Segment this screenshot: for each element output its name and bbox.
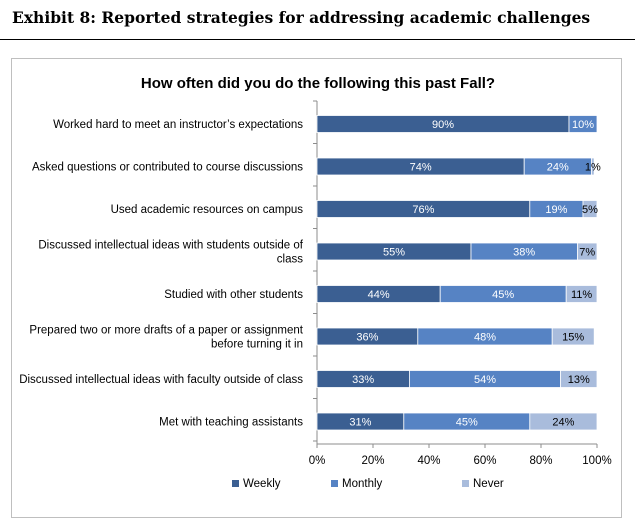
category-label-line: Asked questions or contributed to course…	[32, 162, 303, 174]
bar-segment-never	[591, 157, 595, 176]
data-label: 13%	[568, 374, 590, 386]
category-label: Used academic resources on campus	[111, 204, 304, 216]
data-label: 76%	[412, 204, 434, 216]
bar-segment-never	[560, 370, 598, 388]
data-label: 33%	[352, 374, 374, 386]
data-label: 55%	[383, 247, 405, 259]
x-tick-label: 80%	[529, 455, 552, 467]
x-tick-label: 100%	[582, 455, 611, 467]
category-label: Discussed intellectual ideas with facult…	[19, 374, 303, 386]
data-label: 74%	[410, 162, 432, 174]
bar-segment-never	[577, 242, 598, 261]
data-label: 19%	[545, 204, 567, 216]
data-label: 54%	[474, 374, 496, 386]
data-label: 36%	[356, 332, 378, 344]
category-label-line: before turning it in	[211, 339, 303, 351]
data-label: 1%	[585, 162, 601, 174]
legend-swatch-weekly	[232, 480, 239, 487]
category-label: Asked questions or contributed to course…	[32, 162, 303, 174]
exhibit-title: Exhibit 8: Reported strategies for addre…	[12, 8, 591, 27]
data-label: 24%	[547, 162, 569, 174]
chart-frame	[11, 58, 622, 518]
category-label-line: Discussed intellectual ideas with facult…	[19, 374, 303, 386]
data-label: 45%	[492, 289, 514, 301]
data-label: 11%	[571, 289, 592, 301]
data-label: 7%	[579, 247, 595, 259]
data-label: 10%	[572, 119, 594, 131]
legend-swatch-monthly	[331, 480, 338, 487]
category-label-line: Worked hard to meet an instructor’s expe…	[53, 119, 303, 131]
bar-segment-never	[582, 200, 598, 218]
chart-title: How often did you do the following this …	[141, 75, 495, 92]
category-label: Met with teaching assistants	[159, 417, 303, 429]
bar-segment-never	[565, 285, 598, 303]
data-label: 44%	[368, 289, 390, 301]
legend-label: Weekly	[243, 478, 281, 490]
category-label: Worked hard to meet an instructor’s expe…	[53, 119, 303, 131]
category-label-line: Discussed intellectual ideas with studen…	[38, 240, 303, 252]
x-tick-label: 20%	[361, 455, 384, 467]
category-label: Studied with other students	[164, 289, 303, 301]
title-rule	[0, 39, 635, 40]
category-label: Prepared two or more drafts of a paper o…	[29, 325, 303, 351]
data-label: 31%	[349, 417, 371, 429]
data-label: 45%	[456, 417, 478, 429]
x-tick-label: 60%	[473, 455, 496, 467]
legend-label: Monthly	[342, 478, 383, 490]
category-label: Discussed intellectual ideas with studen…	[38, 240, 303, 266]
legend-label: Never	[473, 478, 504, 490]
data-label: 48%	[474, 332, 496, 344]
data-label: 90%	[432, 119, 454, 131]
category-label-line: class	[277, 254, 303, 266]
data-label: 24%	[552, 417, 574, 429]
bar-segment-monthly	[568, 115, 598, 133]
data-label: 15%	[562, 332, 584, 344]
data-label: 5%	[582, 204, 598, 216]
bar-segment-never	[529, 412, 598, 431]
bar-segment-never	[551, 327, 595, 346]
category-label-line: Studied with other students	[164, 289, 303, 301]
category-label-line: Used academic resources on campus	[111, 204, 304, 216]
category-label-line: Met with teaching assistants	[159, 417, 303, 429]
data-label: 38%	[513, 247, 535, 259]
x-tick-label: 40%	[417, 455, 440, 467]
category-label-line: Prepared two or more drafts of a paper o…	[29, 325, 303, 337]
x-tick-label: 0%	[309, 455, 326, 467]
legend-swatch-never	[462, 480, 469, 487]
